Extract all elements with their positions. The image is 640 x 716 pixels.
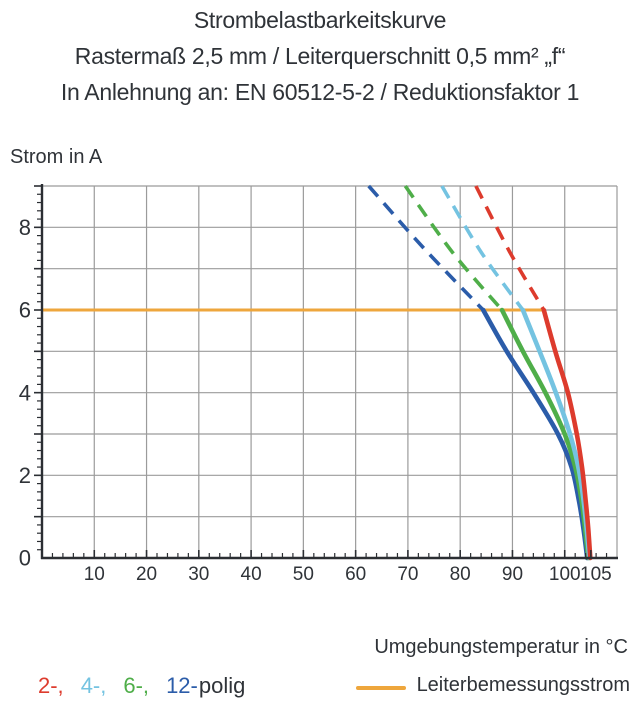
x-tick-label: 80 — [450, 564, 471, 585]
x-tick-label: 50 — [293, 564, 314, 585]
chart-title-line1: Strombelastbarkeitskurve — [193, 7, 447, 33]
curve-dashed-4-polig — [440, 185, 525, 312]
x-tick-label: 40 — [241, 564, 262, 585]
x-tick-label: 20 — [136, 564, 157, 585]
y-tick-label: 6 — [19, 298, 31, 323]
y-tick-label: 4 — [19, 380, 31, 405]
legend-item-4-polig: 4-, — [80, 673, 107, 698]
x-tick-label: 70 — [397, 564, 418, 585]
legend-item-6-polig: 6-, — [123, 673, 150, 698]
y-tick-label: 2 — [19, 463, 31, 488]
x-tick-label: 60 — [345, 564, 366, 585]
x-tick-label: 105 — [580, 564, 612, 585]
legend-item-2-polig: 2-, — [38, 673, 64, 698]
x-tick-label: 100 — [549, 564, 581, 585]
reference-line-swatch — [356, 686, 406, 690]
curve-dashed-6-polig — [403, 184, 504, 312]
series-legend: 2-, 4-, 6-, 12-polig — [38, 673, 245, 699]
x-axis-title: Umgebungstemperatur in °C — [374, 636, 628, 658]
curve-dashed-12-polig — [367, 184, 485, 312]
x-tick-label: 30 — [188, 564, 209, 585]
y-tick-label: 0 — [19, 546, 31, 571]
chart-title-block: Strombelastbarkeitskurve Rastermaß 2,5 m… — [0, 2, 640, 110]
x-tick-label: 90 — [502, 564, 523, 585]
chart-title-line2: Rastermaß 2,5 mm / Leiterquerschnitt 0,5… — [74, 43, 566, 69]
curve-dashed-2-polig — [474, 185, 546, 311]
chart-title-line3: In Anlehnung an: EN 60512-5-2 / Reduktio… — [60, 79, 580, 105]
legend-item-12-polig: 12- — [166, 673, 198, 698]
reference-line-label: Leiterbemessungsstrom — [416, 674, 630, 696]
y-tick-label: 8 — [19, 215, 31, 240]
x-tick-label: 10 — [84, 564, 105, 585]
curve-solid-2-polig — [541, 307, 593, 561]
chart-plot-area: 10 20 30 40 50 60 70 80 90 100 105 0 2 4 6 8 — [19, 184, 618, 585]
legend-suffix-polig: polig — [198, 673, 246, 698]
y-axis-title: Strom in A — [10, 146, 103, 168]
